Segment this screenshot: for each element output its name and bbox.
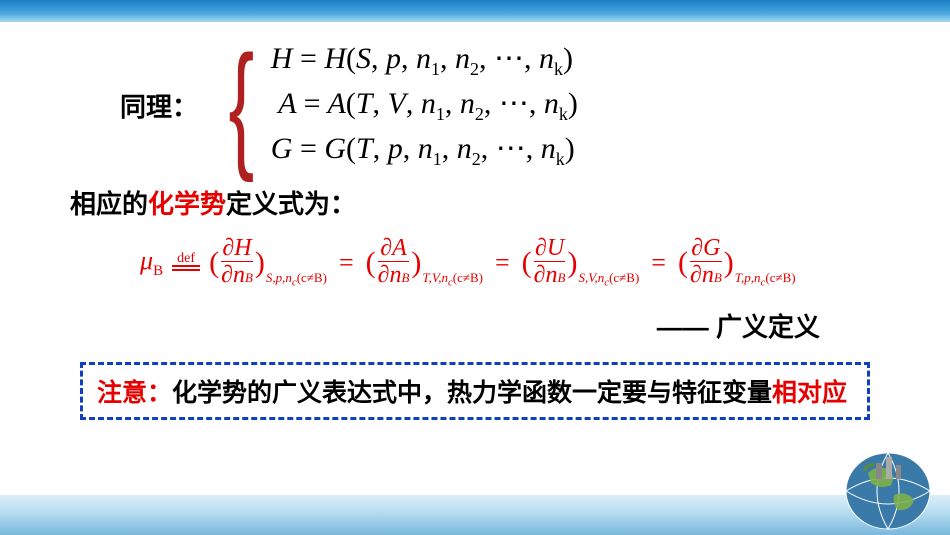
- def-red: 化学势: [148, 189, 226, 219]
- definition-label: 相应的化学势定义式为：: [70, 184, 880, 221]
- label-tongli: 同理：: [120, 87, 198, 124]
- note-red2: 相对应: [772, 379, 847, 407]
- note-red1: 注意：: [97, 379, 172, 407]
- mu-symbol: μB: [140, 246, 163, 280]
- equation-lines: H = H(S, p, n1, n2, ⋯, nk) A = A(T, V, n…: [271, 41, 578, 170]
- eq-H: H = H(S, p, n1, n2, ⋯, nk): [271, 41, 578, 80]
- term-H: ( ∂H∂nB ) S,p,nc(c≠B): [209, 235, 327, 291]
- equation-system: 同理： { H = H(S, p, n1, n2, ⋯, nk) A = A(T…: [70, 40, 880, 170]
- main-content: 同理： { H = H(S, p, n1, n2, ⋯, nk) A = A(T…: [0, 40, 950, 420]
- eq-G: G = G(T, p, n1, n2, ⋯, nk): [271, 131, 578, 170]
- top-gradient-bar: [0, 0, 950, 22]
- left-brace: {: [229, 40, 255, 170]
- bottom-water-strip: [0, 495, 950, 535]
- note-black: 化学势的广义表达式中，热力学函数一定要与特征变量: [172, 379, 772, 407]
- mu-definition-row: μB def ( ∂H∂nB ) S,p,nc(c≠B) = ( ∂A∂nB )…: [140, 235, 880, 291]
- globe-icon: [816, 435, 946, 533]
- brace-group: { H = H(S, p, n1, n2, ⋯, nk) A = A(T, V,…: [218, 40, 578, 170]
- note-box: 注意：化学势的广义表达式中，热力学函数一定要与特征变量相对应: [80, 362, 870, 420]
- def-suffix: 定义式为：: [226, 189, 356, 219]
- def-prefix: 相应的: [70, 189, 148, 219]
- term-G: ( ∂G∂nB ) T,p,nc(c≠B): [678, 235, 796, 291]
- term-A: ( ∂A∂nB ) T,V,nc(c≠B): [366, 235, 483, 291]
- term-U: ( ∂U∂nB ) S,V,nc(c≠B): [522, 235, 640, 291]
- def-equals: def: [172, 249, 200, 277]
- generalized-def-label: —— 广义定义: [70, 307, 820, 344]
- eq-A: A = A(T, V, n1, n2, ⋯, nk): [271, 86, 578, 125]
